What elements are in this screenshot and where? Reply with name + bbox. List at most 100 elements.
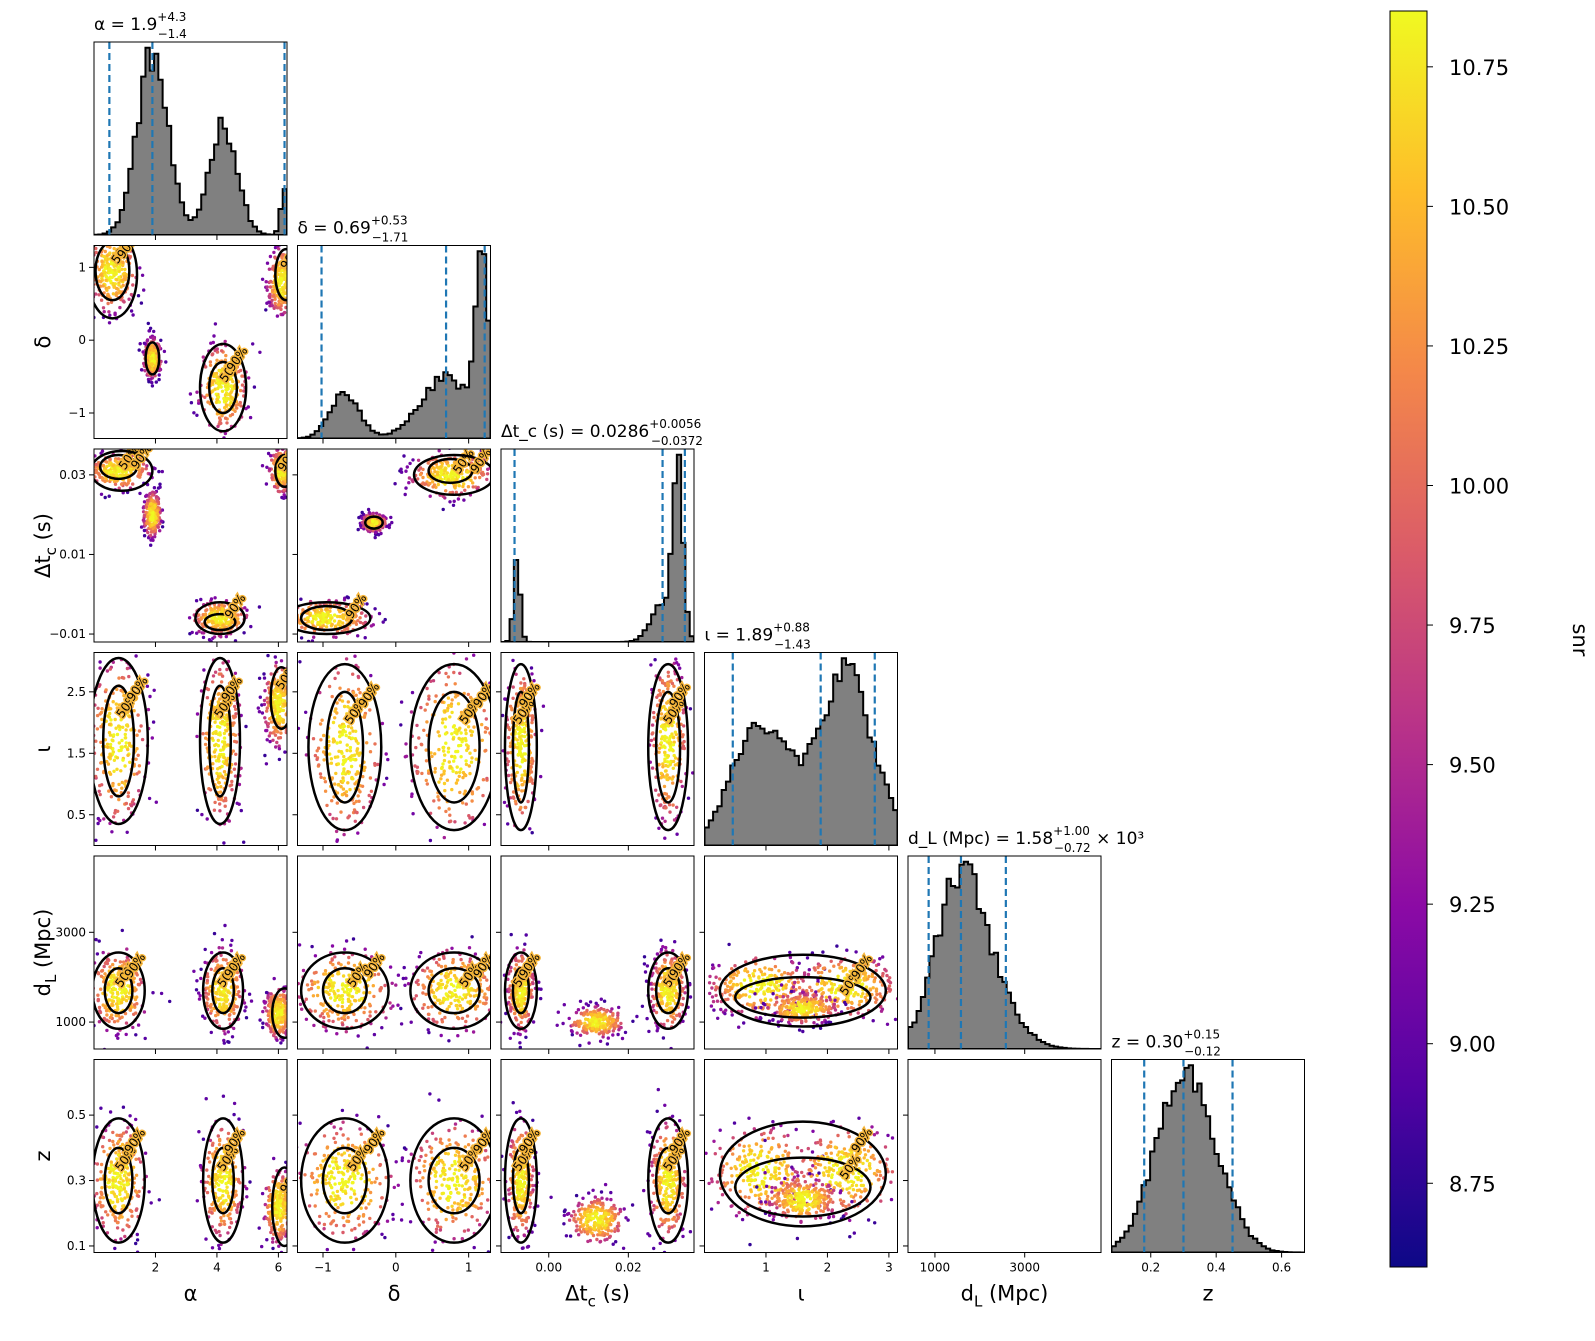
sample-point xyxy=(335,839,339,843)
sample-point xyxy=(109,261,114,266)
sample-point xyxy=(441,717,445,721)
sample-point xyxy=(338,724,342,728)
sample-point xyxy=(215,347,219,351)
sample-point xyxy=(190,630,194,635)
sample-point xyxy=(281,288,285,292)
sample-point xyxy=(668,745,673,749)
sample-point xyxy=(216,738,220,743)
sample-point xyxy=(512,796,516,800)
sample-point xyxy=(455,765,459,769)
sample-point xyxy=(236,617,240,621)
sample-point xyxy=(217,759,221,763)
sample-point xyxy=(287,319,290,322)
sample-point xyxy=(123,782,127,786)
sample-point xyxy=(463,728,468,732)
sample-point xyxy=(218,809,222,813)
sample-point xyxy=(442,745,446,750)
sample-point xyxy=(530,672,534,676)
sample-point xyxy=(281,618,284,621)
sample-point xyxy=(287,466,290,469)
sample-point xyxy=(657,793,661,797)
sample-point xyxy=(279,471,284,476)
sample-point xyxy=(402,454,406,458)
sample-point xyxy=(354,607,359,611)
sample-point xyxy=(435,472,440,477)
sample-point xyxy=(682,724,686,728)
sample-point xyxy=(122,474,127,478)
sample-point xyxy=(111,222,114,225)
sample-point xyxy=(126,794,130,799)
sample-point xyxy=(100,707,104,711)
panel-dtc-delta: 90%50%90% xyxy=(271,448,491,647)
sample-point xyxy=(118,711,122,715)
sample-point xyxy=(278,278,283,282)
y-tick-label: 0.5 xyxy=(67,808,86,822)
sample-point xyxy=(670,681,675,686)
sample-point xyxy=(672,753,676,758)
sample-point xyxy=(102,254,106,259)
sample-point xyxy=(125,955,129,960)
sample-point xyxy=(269,454,273,458)
sample-point xyxy=(678,705,682,709)
sample-point xyxy=(447,464,451,468)
sample-point xyxy=(108,711,112,716)
sample-point xyxy=(142,534,147,538)
sample-point xyxy=(94,470,98,475)
sample-point xyxy=(81,286,84,289)
sample-point xyxy=(442,749,446,753)
sample-point xyxy=(508,780,513,785)
sample-point xyxy=(283,750,287,754)
sample-point xyxy=(292,448,295,451)
sample-point xyxy=(290,283,293,286)
sample-point xyxy=(264,762,269,766)
sample-point xyxy=(299,597,303,601)
sample-point xyxy=(221,661,225,665)
sample-point xyxy=(288,445,291,448)
sample-point xyxy=(266,700,270,705)
sample-point xyxy=(350,754,354,758)
sample-point xyxy=(289,465,292,468)
sample-point xyxy=(366,507,371,512)
sample-point xyxy=(445,858,448,861)
sample-point xyxy=(288,289,291,292)
sample-point xyxy=(480,722,484,727)
sample-point xyxy=(345,626,349,631)
sample-point xyxy=(119,482,124,486)
sample-point xyxy=(515,763,519,768)
sample-point xyxy=(107,707,111,711)
sample-point xyxy=(118,706,122,711)
sample-point xyxy=(450,477,455,482)
sample-point xyxy=(237,369,241,374)
sample-point xyxy=(670,777,674,781)
sample-point xyxy=(659,712,664,716)
sample-point xyxy=(678,666,682,670)
sample-point xyxy=(262,698,267,703)
sample-point xyxy=(288,472,291,475)
contour-50pct-0 xyxy=(98,453,139,481)
sample-point xyxy=(220,607,225,611)
sample-point xyxy=(457,728,461,732)
sample-point xyxy=(271,625,274,628)
sample-point xyxy=(358,616,362,620)
sample-point xyxy=(272,306,276,310)
sample-point xyxy=(352,753,357,757)
sample-point xyxy=(102,817,106,821)
sample-point xyxy=(233,439,236,442)
sample-point xyxy=(292,687,295,690)
sample-point xyxy=(337,619,341,624)
sample-point xyxy=(458,648,461,651)
sample-point xyxy=(523,769,527,773)
sample-point xyxy=(304,710,308,714)
contour-label: 90% xyxy=(224,344,251,374)
sample-point xyxy=(462,498,466,502)
sample-point xyxy=(461,737,465,741)
sample-point xyxy=(292,467,295,470)
sample-point xyxy=(319,738,323,742)
sample-point xyxy=(282,310,287,315)
sample-point xyxy=(277,757,282,762)
sample-point xyxy=(666,699,671,704)
sample-point xyxy=(147,329,151,333)
sample-point xyxy=(97,1005,102,1010)
sample-point xyxy=(345,712,349,716)
sample-point xyxy=(274,454,278,459)
